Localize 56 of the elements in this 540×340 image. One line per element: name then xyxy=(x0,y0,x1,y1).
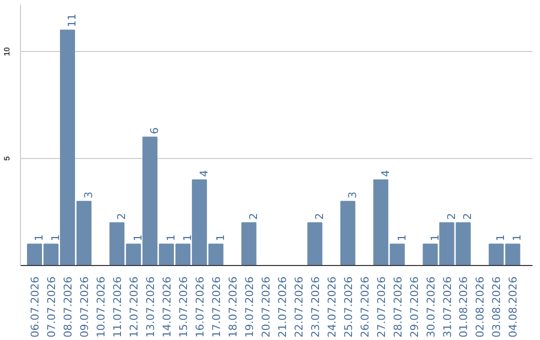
x-tick-label: 07.07.2026 xyxy=(45,276,58,338)
data-label: 1 xyxy=(395,234,408,242)
data-label: 2 xyxy=(312,212,326,220)
data-label: 4 xyxy=(378,170,392,177)
y-tick-label: 10 xyxy=(2,46,12,56)
data-label: 1 xyxy=(494,234,508,242)
data-label: 1 xyxy=(164,234,178,242)
x-tick-label: 31.07.2026 xyxy=(440,276,454,338)
x-tick-label: 13.07.2026 xyxy=(144,276,157,338)
data-label: 11 xyxy=(65,14,78,28)
data-label: 1 xyxy=(214,234,227,242)
x-tick-label: 08.07.2026 xyxy=(61,276,74,338)
data-label: 1 xyxy=(510,234,524,242)
data-label: 6 xyxy=(148,127,161,134)
x-tick-label: 15.07.2026 xyxy=(176,276,190,338)
x-tick-label: 14.07.2026 xyxy=(160,276,174,338)
x-tick-label: 12.07.2026 xyxy=(127,276,140,338)
x-tick-label: 09.07.2026 xyxy=(78,276,91,338)
y-tick-label: 5 xyxy=(2,156,12,161)
x-tick-label: 06.07.2026 xyxy=(28,276,42,338)
x-tick-label: 27.07.2026 xyxy=(374,276,388,338)
data-label: 2 xyxy=(461,212,474,220)
data-label: 1 xyxy=(32,234,46,242)
bar xyxy=(241,222,256,266)
x-tick-label: 19.07.2026 xyxy=(242,276,256,338)
x-tick-label: 21.07.2026 xyxy=(276,276,289,338)
data-label: 1 xyxy=(49,234,62,242)
x-tick-label: 26.07.2026 xyxy=(358,276,372,338)
data-label: 2 xyxy=(114,212,128,220)
data-label: 4 xyxy=(197,170,210,177)
x-tick-label: 16.07.2026 xyxy=(193,276,206,338)
x-tick-label: 10.07.2026 xyxy=(94,276,108,338)
x-tick-label: 11.07.2026 xyxy=(110,276,124,338)
x-tick-label: 02.08.2026 xyxy=(474,276,487,338)
data-label: 1 xyxy=(428,234,442,242)
data-label: 1 xyxy=(180,234,194,242)
x-tick-label: 01.08.2026 xyxy=(457,276,470,338)
bar xyxy=(340,200,356,266)
x-tick-label: 22.07.2026 xyxy=(292,276,306,338)
data-label: 2 xyxy=(444,212,458,220)
x-tick-label: 03.08.2026 xyxy=(490,276,504,338)
data-label: 3 xyxy=(346,192,359,198)
x-tick-label: 04.08.2026 xyxy=(506,276,520,338)
x-tick-label: 29.07.2026 xyxy=(408,276,421,338)
x-tick-label: 23.07.2026 xyxy=(308,276,322,338)
x-tick-label: 24.07.2026 xyxy=(325,276,338,338)
x-tick-label: 17.07.2026 xyxy=(210,276,223,338)
data-label: 1 xyxy=(131,234,144,242)
x-tick-label: 20.07.2026 xyxy=(259,276,272,338)
x-tick-label: 28.07.2026 xyxy=(391,276,404,338)
x-tick-label: 25.07.2026 xyxy=(342,276,355,338)
data-label: 2 xyxy=(246,212,260,220)
bar xyxy=(307,222,322,266)
data-label: 3 xyxy=(82,192,95,198)
x-tick-label: 18.07.2026 xyxy=(226,276,240,338)
x-tick-label: 30.07.2026 xyxy=(424,276,438,338)
